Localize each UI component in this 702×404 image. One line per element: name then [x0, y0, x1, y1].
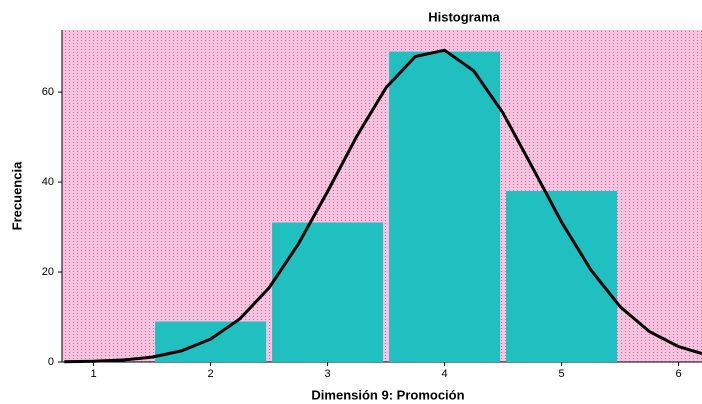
- bar: [389, 51, 501, 362]
- y-tick-label: 0: [48, 356, 54, 368]
- x-tick-label: 6: [676, 368, 682, 380]
- x-tick-label: 1: [91, 368, 97, 380]
- x-tick-label: 3: [325, 368, 331, 380]
- y-axis-label: Frecuencia: [9, 161, 24, 230]
- bar: [506, 191, 618, 362]
- x-tick-label: 5: [559, 368, 565, 380]
- y-tick-label: 60: [42, 86, 54, 98]
- y-tick-label: 20: [42, 266, 54, 278]
- bar: [272, 222, 384, 362]
- bar: [155, 321, 267, 362]
- x-tick-label: 4: [442, 368, 448, 380]
- y-tick-label: 40: [42, 176, 54, 188]
- x-tick-label: 2: [208, 368, 214, 380]
- chart-title: Histograma: [428, 9, 500, 24]
- normal-curve: [64, 48, 702, 364]
- x-axis-label: Dimensión 9: Promoción: [311, 387, 464, 402]
